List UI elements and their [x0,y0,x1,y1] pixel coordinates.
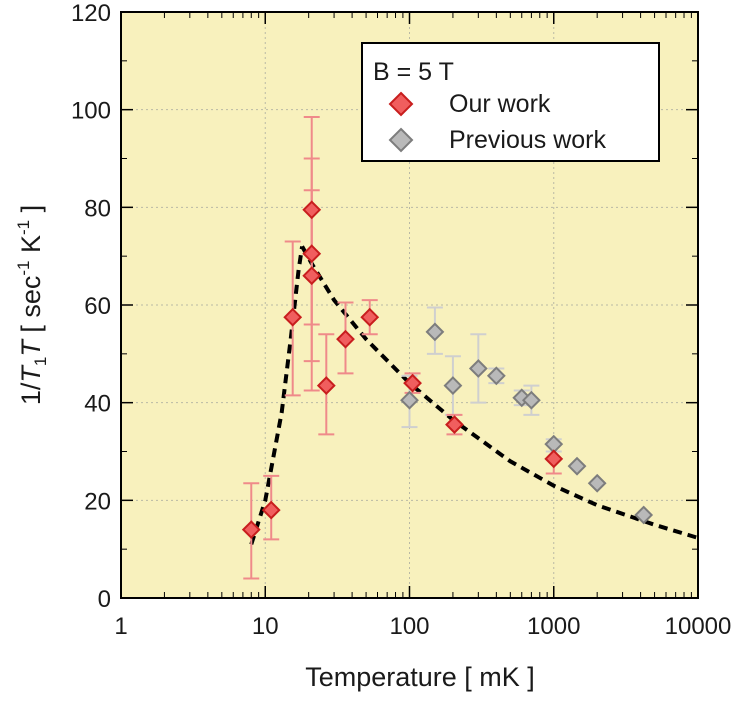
x-tick-label: 10000 [665,613,732,640]
marker-layer [241,200,654,540]
y-label-t: T [16,338,46,357]
y-label-k-exponent: -1 [14,220,33,235]
legend: B = 5 T Our work Previous work [361,42,660,162]
x-tick-label: 1 [114,613,127,640]
y-label-t1-subscript: 1 [31,357,50,366]
y-label-close: ] [16,205,46,220]
x-tick-label: 100 [389,613,429,640]
our-work-point [403,373,422,393]
previous-work-point [634,505,654,525]
legend-title: B = 5 T [373,58,454,86]
legend-previous-work-label: Previous work [449,126,606,154]
our-work-point [241,520,261,540]
our-work-point [544,449,564,469]
tick-label-layer: 1 10 100 1000 10000 0 20 40 60 80 100 120 [71,0,731,640]
legend-our-work-label: Our work [449,90,551,118]
y-axis-label: 1/T1T [ sec-1 K-1 ] [14,205,50,405]
our-work-point [261,500,281,520]
our-work-point [302,266,322,286]
our-work-point [302,200,322,220]
y-tick-label: 80 [84,195,111,222]
fit-curve [249,246,305,545]
y-label-sec-exponent: -1 [14,261,33,276]
our-work-point [445,415,464,435]
x-tick-label: 10 [252,613,279,640]
x-tick-label: 1000 [527,613,580,640]
y-tick-label: 60 [84,293,111,320]
our-work-point [360,307,380,327]
our-work-point [283,307,303,327]
y-label-t1: T [16,364,46,383]
previous-work-point [400,390,419,410]
previous-work-point [567,456,587,476]
previous-work-point [486,366,506,386]
our-work-point [302,244,322,264]
y-label-sec: [ sec [16,276,46,341]
y-tick-label: 120 [71,0,111,27]
y-tick-label: 20 [84,488,111,515]
legend-previous-work-marker [388,127,414,153]
y-label-k: K [16,235,46,261]
our-work-point [336,329,355,349]
previous-work-point [468,359,488,378]
previous-work-point [425,322,445,342]
previous-work-point [443,376,463,395]
legend-our-work-marker [388,91,414,117]
y-tick-label: 0 [98,586,111,613]
y-tick-label: 100 [71,98,111,125]
y-tick-label: 40 [84,391,111,418]
x-axis-label: Temperature [ mK ] [305,662,535,692]
previous-work-point [521,390,541,410]
our-work-point [316,376,336,395]
y-label-prefix: 1/ [16,382,46,405]
tick-layer [120,11,699,599]
previous-work-point [587,473,607,493]
